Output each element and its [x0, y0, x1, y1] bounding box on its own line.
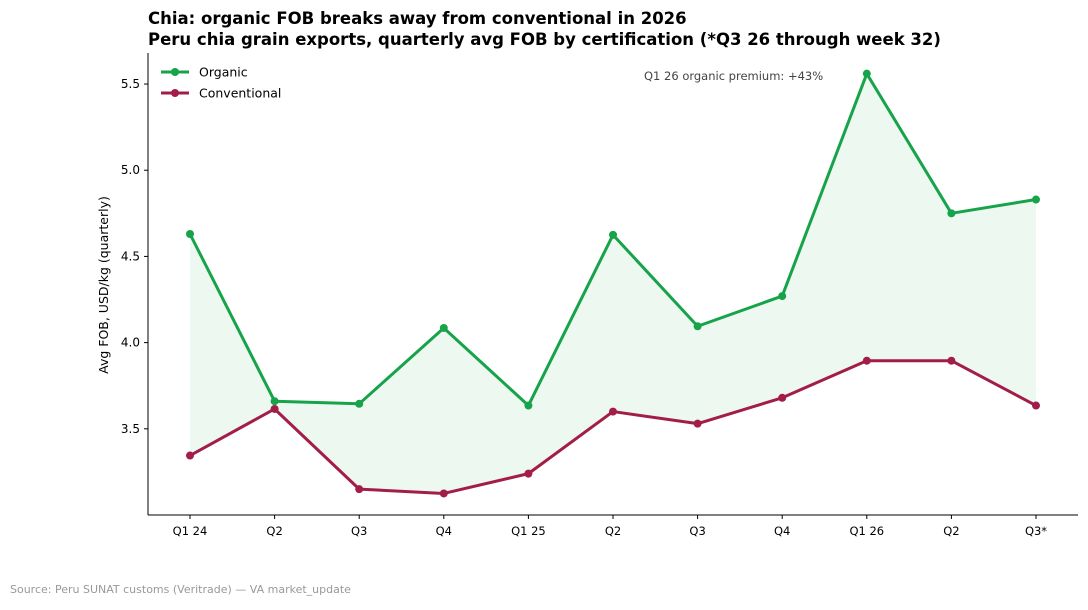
data-point-organic — [947, 209, 956, 218]
legend-label: Organic — [199, 65, 248, 80]
legend-label: Conventional — [199, 86, 281, 101]
chart-source: Source: Peru SUNAT customs (Veritrade) —… — [10, 583, 351, 596]
x-tick-label: Q3* — [1025, 524, 1047, 538]
data-point-conventional — [186, 451, 194, 460]
y-tick-label: 5.5 — [121, 77, 140, 91]
x-tick-label: Q3 — [689, 524, 705, 538]
data-point-conventional — [862, 356, 871, 365]
data-point-organic — [186, 230, 194, 239]
x-tick-label: Q4 — [774, 524, 790, 538]
premium-fill-area — [190, 73, 1036, 494]
x-tick-label: Q3 — [351, 524, 367, 538]
data-point-conventional — [439, 489, 448, 498]
data-point-conventional — [1032, 401, 1040, 410]
x-tick-label: Q1 25 — [511, 524, 546, 538]
chart-title: Chia: organic FOB breaks away from conve… — [148, 9, 687, 28]
data-point-organic — [1032, 195, 1040, 204]
y-tick-label: 3.5 — [121, 422, 140, 436]
data-point-conventional — [947, 356, 956, 365]
data-point-conventional — [609, 407, 617, 416]
data-point-conventional — [355, 485, 364, 494]
chart-subtitle: Peru chia grain exports, quarterly avg F… — [148, 30, 941, 49]
x-tick-label: Q2 — [605, 524, 621, 538]
y-tick-label: 4.5 — [121, 249, 140, 263]
plot-area: 3.5 4.0 4.5 5.0 5.5 Q1 24 Q2 Q3 Q4 Q1 25 Q2 Q3 Q4 Q1 … — [96, 53, 1078, 538]
x-tick-label: Q1 26 — [849, 524, 884, 538]
annotation-premium: Q1 26 organic premium: +43% — [644, 69, 823, 83]
data-point-conventional — [270, 404, 279, 413]
data-point-organic — [524, 401, 533, 410]
y-axis-label: Avg FOB, USD/kg (quarterly) — [96, 196, 111, 374]
data-point-conventional — [778, 393, 787, 402]
data-point-organic — [270, 397, 279, 406]
x-tick-label: Q2 — [943, 524, 959, 538]
x-tick-label: Q1 24 — [173, 524, 208, 538]
data-point-organic — [609, 230, 617, 239]
legend-swatch-marker — [171, 89, 179, 97]
x-tick-label: Q4 — [436, 524, 452, 538]
y-tick-label: 5.0 — [121, 163, 140, 177]
data-point-organic — [778, 292, 787, 301]
data-point-organic — [439, 323, 448, 332]
data-point-organic — [862, 69, 871, 78]
data-point-organic — [693, 322, 702, 331]
data-point-conventional — [693, 419, 702, 428]
data-point-conventional — [524, 469, 533, 478]
x-tick-label: Q2 — [266, 524, 282, 538]
y-tick-label: 4.0 — [121, 336, 140, 350]
data-point-organic — [355, 399, 364, 408]
legend-swatch-marker — [171, 68, 179, 76]
